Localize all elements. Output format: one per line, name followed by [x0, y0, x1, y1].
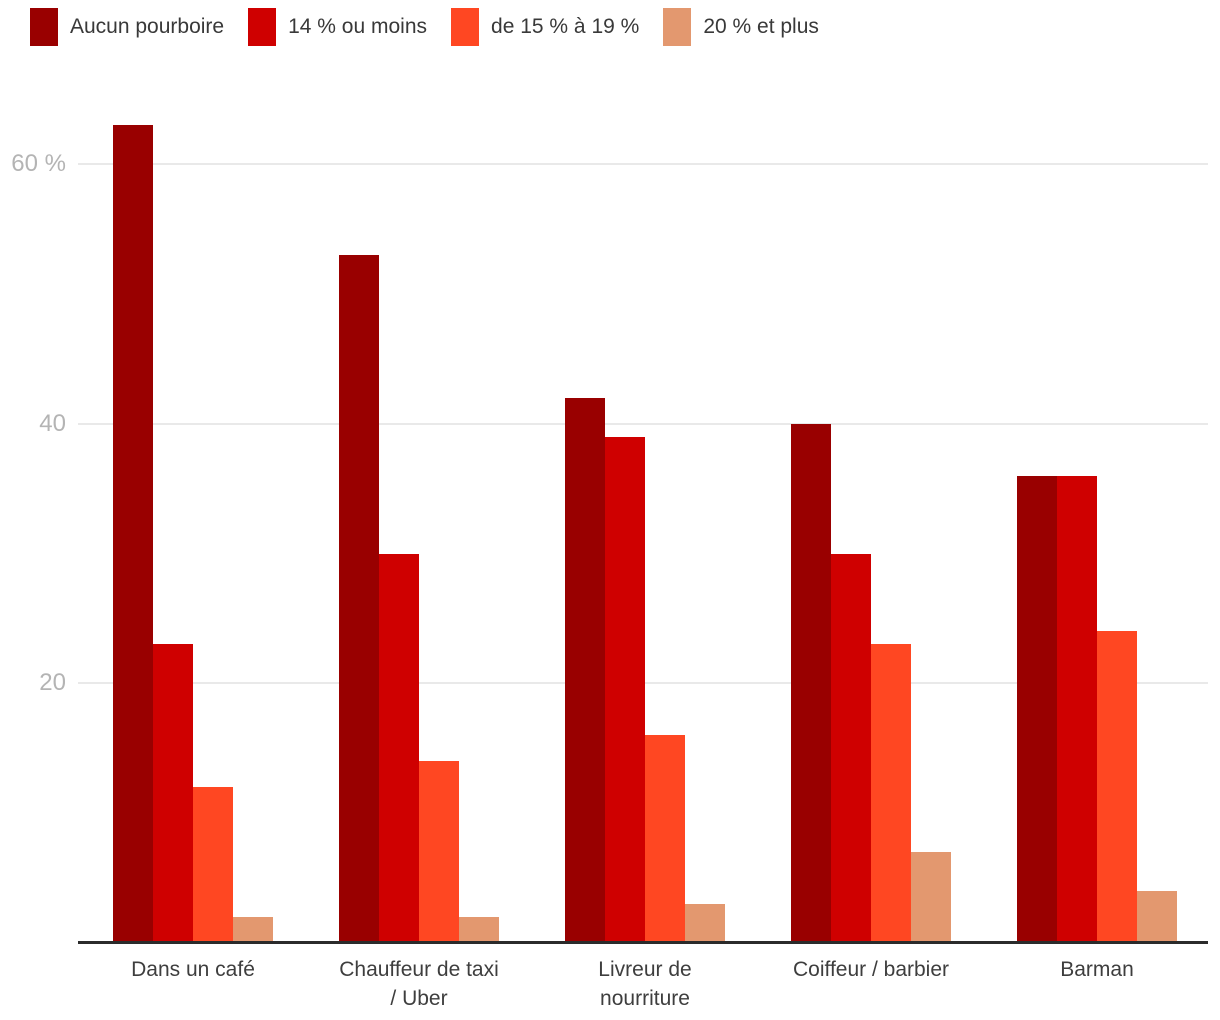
legend-item-2: de 15 % à 19 %	[451, 8, 639, 46]
gridline-60	[78, 163, 1208, 166]
bar-14-ou-moins	[831, 554, 871, 943]
bar-20-et-plus	[685, 904, 725, 943]
bar-de-15-19-	[193, 787, 233, 943]
legend-label: 14 % ou moins	[288, 15, 428, 38]
legend-swatch-icon	[663, 8, 692, 46]
legend-item-0: Aucun pourboire	[30, 8, 224, 46]
legend-label: de 15 % à 19 %	[491, 15, 640, 38]
legend-label: Aucun pourboire	[70, 15, 225, 38]
legend-swatch-icon	[30, 8, 58, 46]
legend-item-3: 20 % et plus	[663, 8, 819, 46]
x-axis-line	[78, 941, 1208, 944]
bar-14-ou-moins	[605, 437, 645, 943]
category-label: Barman	[1060, 958, 1134, 981]
y-axis-tick-label: 40	[39, 409, 66, 437]
bar-20-et-plus	[233, 917, 273, 943]
bar-aucun-pourboire	[113, 125, 153, 943]
bar-aucun-pourboire	[1017, 476, 1057, 943]
bar-aucun-pourboire	[339, 255, 379, 943]
bar-20-et-plus	[911, 852, 951, 943]
legend-label: 20 % et plus	[703, 15, 819, 38]
bar-de-15-19-	[419, 761, 459, 943]
bar-20-et-plus	[1137, 891, 1177, 943]
legend: Aucun pourboire 14 % ou moins de 15 % à 19…	[30, 8, 819, 46]
category-label: Coiffeur / barbier	[792, 958, 950, 981]
legend-swatch-icon	[248, 8, 277, 46]
category-label: Chauffeur de taxi / Uber	[339, 958, 499, 1010]
category-label: Dans un café	[131, 958, 255, 981]
bar-14-ou-moins	[153, 644, 193, 943]
bar-14-ou-moins	[1057, 476, 1097, 943]
legend-swatch-icon	[451, 8, 480, 46]
category-label: Livreur de nourriture	[598, 958, 692, 1010]
bar-de-15-19-	[1097, 631, 1137, 943]
bar-20-et-plus	[459, 917, 499, 943]
y-axis-tick-label: 20	[39, 669, 66, 697]
bar-14-ou-moins	[379, 554, 419, 943]
bar-aucun-pourboire	[565, 398, 605, 943]
bar-de-15-19-	[645, 735, 685, 943]
legend-item-1: 14 % ou moins	[248, 8, 427, 46]
bar-aucun-pourboire	[791, 424, 831, 943]
bar-de-15-19-	[871, 644, 911, 943]
gridline-40	[78, 422, 1208, 425]
y-axis-tick-label: 60 %	[11, 150, 66, 178]
